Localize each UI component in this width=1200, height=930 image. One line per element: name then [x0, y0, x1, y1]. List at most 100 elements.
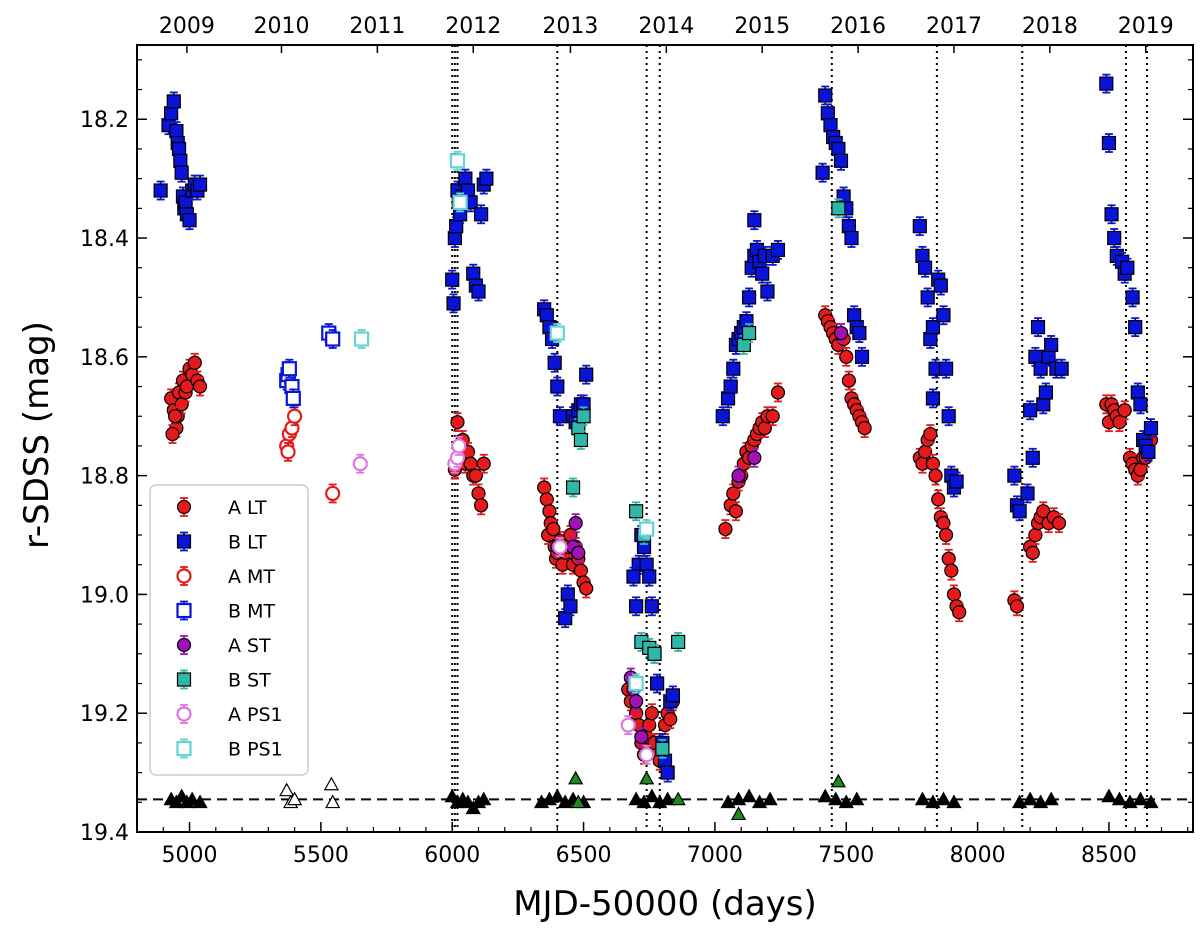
data-point-B_PS1 — [452, 194, 468, 210]
data-point-B_LT — [1099, 76, 1114, 91]
data-point-B_LT — [1025, 450, 1040, 465]
data-point-A_LT — [757, 421, 772, 436]
data-point-LT_stars — [1111, 791, 1128, 806]
data-point-B_LT — [844, 230, 859, 246]
data-point-B_LT — [747, 213, 762, 228]
data-point-LT_stars — [946, 794, 962, 809]
data-point-B_LT — [1125, 290, 1140, 305]
data-point-B_LT — [920, 290, 935, 305]
data-point-B_LT — [1036, 397, 1051, 412]
data-point-ST_stars — [570, 794, 586, 809]
data-point-ST_stars — [670, 791, 686, 806]
x-tick-label: 6500 — [556, 843, 612, 868]
year-label: 2014 — [638, 14, 694, 39]
data-point-B_LT — [741, 290, 757, 305]
data-point-A_LT — [1051, 516, 1067, 531]
data-point-B_LT — [841, 219, 856, 234]
y-tick-label: 19.4 — [80, 821, 129, 846]
data-point-B_LT — [915, 248, 930, 263]
data-point-A_PS1 — [620, 717, 636, 733]
data-point-B_LT — [169, 124, 184, 139]
data-point-LT_stars — [1132, 791, 1149, 806]
year-label: 2018 — [1022, 14, 1078, 39]
data-point-B_LT — [815, 165, 830, 180]
legend-entry: A LT — [176, 497, 267, 519]
data-point-LT_stars — [849, 791, 865, 806]
data-point-B_LT — [547, 355, 562, 370]
year-label: 2011 — [349, 14, 405, 39]
y-axis-ticks: 18.2 18.4 18.6 18.8 19.0 19.2 19.4 — [80, 59, 1193, 846]
legend-label: A PS1 — [228, 704, 283, 726]
data-point-B_ST — [741, 325, 757, 341]
data-point-B_LT — [720, 391, 736, 406]
y-tick-label: 18.2 — [80, 108, 129, 133]
data-point-A_LT — [579, 581, 594, 596]
data-point-B_LT — [820, 106, 835, 121]
data-point-LT_stars — [762, 791, 778, 806]
data-point-B_LT — [1141, 444, 1156, 459]
legend-entry: A ST — [176, 635, 271, 657]
series-B_LT — [153, 73, 1159, 783]
data-point-A_MT — [176, 568, 192, 584]
plot-border — [136, 44, 1194, 833]
data-point-B_MT — [285, 390, 301, 407]
x-axis-ticks: 5000 5500 6000 6500 7000 7500 8000 8500 — [162, 822, 1189, 868]
data-point-B_LT — [1133, 397, 1148, 412]
data-point-A_PS1 — [552, 539, 568, 555]
data-point-A_LT — [946, 587, 962, 602]
legend-label: B ST — [228, 670, 271, 692]
data-point-B_LT — [626, 569, 641, 584]
data-point-B_ST — [831, 201, 846, 216]
data-point-A_LT — [917, 444, 933, 459]
data-point-LT_stars — [828, 791, 844, 806]
data-point-LT_stars — [549, 788, 565, 803]
y-tick-label: 18.6 — [80, 346, 129, 371]
data-point-B_LT — [579, 367, 594, 382]
data-point-B_PS1 — [176, 740, 192, 757]
data-point-B_LT — [760, 284, 775, 299]
legend-entry: B MT — [176, 601, 275, 623]
data-point-B_LT — [665, 688, 680, 703]
series-A_MT — [279, 406, 341, 504]
data-point-B_LT — [925, 391, 941, 406]
data-point-A_MT — [325, 485, 341, 502]
data-point-B_MT — [176, 602, 192, 619]
data-point-B_LT — [1104, 207, 1119, 222]
legend: A LT B LT A MT B MT A ST B ST A PS1 B PS1 — [149, 484, 309, 776]
data-point-A_ST — [571, 545, 586, 560]
data-point-B_LT — [458, 171, 473, 186]
data-point-B_LT — [1107, 230, 1122, 246]
data-point-A_LT — [841, 373, 856, 388]
data-point-A_LT — [644, 706, 659, 721]
data-point-B_LT — [1020, 486, 1035, 501]
plot-frame — [136, 44, 1194, 833]
data-point-A_LT — [167, 409, 183, 424]
year-label: 2015 — [734, 14, 790, 39]
data-point-A_LT — [450, 415, 465, 430]
legend-entry: A PS1 — [176, 704, 283, 726]
data-point-LT_stars — [1043, 791, 1059, 806]
data-point-B_LT — [642, 569, 657, 584]
data-point-A_LT — [857, 421, 872, 436]
data-point-A_PS1 — [176, 706, 192, 722]
data-point-B_ST — [647, 646, 662, 661]
data-point-B_LT — [917, 260, 933, 275]
data-point-B_LT — [166, 94, 181, 109]
data-point-ST_stars — [730, 806, 747, 821]
data-point-A_LT — [936, 516, 951, 531]
data-point-B_LT — [938, 361, 954, 376]
legend-entry: B LT — [176, 532, 267, 554]
data-point-B_LT — [446, 296, 461, 311]
data-point-B_LT — [847, 308, 862, 323]
data-point-B_LT — [176, 534, 192, 549]
data-point-A_LT — [537, 480, 552, 495]
data-point-LT_stars — [644, 788, 660, 803]
data-point-B_LT — [936, 308, 951, 323]
data-point-B_LT — [933, 278, 948, 293]
data-point-A_LT — [642, 717, 657, 733]
data-point-B_MT — [325, 331, 341, 347]
data-point-A_ST — [568, 516, 583, 531]
x-tick-label: 7500 — [818, 843, 874, 868]
legend-label: A ST — [228, 635, 271, 657]
